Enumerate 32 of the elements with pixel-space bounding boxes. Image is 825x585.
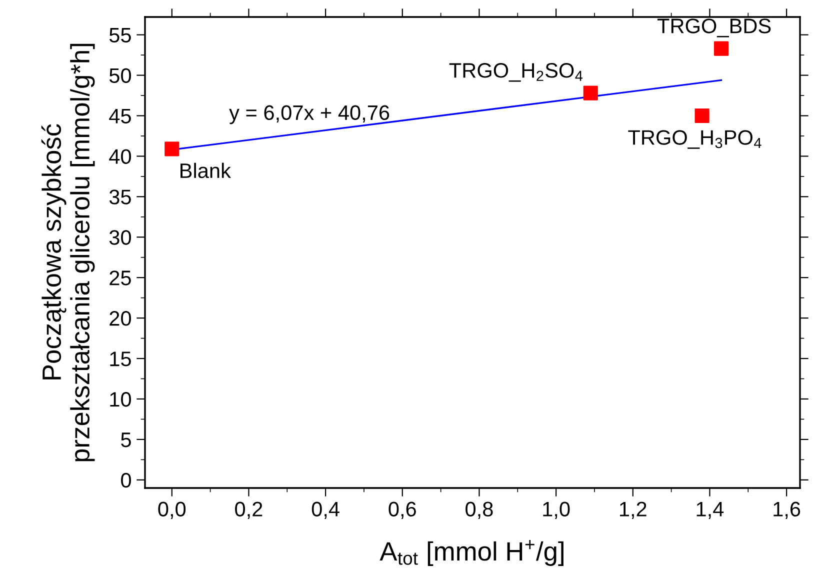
x-tick-label: 0,4: [312, 502, 340, 519]
y-axis-title: Początkowa szybkość przekształcania glicerolu [mmol/g*h]: [41, 44, 95, 462]
x-tick-label: 0,6: [388, 502, 416, 519]
x-tick-label: 0,8: [466, 502, 493, 519]
annotation: Blank: [180, 162, 231, 178]
y-tick-label: 30: [109, 230, 131, 245]
x-tick-label: 1,0: [543, 502, 570, 519]
annotation: TRGO_H$_{3}$PO$_{4}$: [628, 130, 762, 149]
y-tick-label: 50: [109, 68, 131, 84]
annotation: TRGO_H$_{2}$SO$_{4}$: [449, 63, 583, 82]
y-tick-label: 5: [121, 432, 131, 448]
y-tick-label: 55: [109, 28, 131, 43]
x-tick-label: 1,4: [696, 502, 724, 519]
annotation: TRGO_BDS: [657, 18, 771, 38]
y-tick-label: 10: [110, 392, 131, 407]
y-tick-label: 0: [121, 472, 131, 488]
y-tick-label: 45: [109, 108, 131, 124]
y-tick-label: 20: [110, 311, 131, 326]
x-tick-label: 0,0: [158, 502, 186, 519]
point: [694, 108, 710, 124]
x-tick-label: 1,6: [774, 502, 800, 519]
point: [164, 142, 180, 156]
point: [714, 41, 729, 56]
y-tick-label: 40: [109, 149, 131, 164]
x-tick-label: 0,2: [235, 502, 262, 519]
x-tick-label: 1,2: [620, 502, 646, 519]
y-tick-label: 25: [110, 270, 131, 286]
annotation: y = 6,07x + 40,76: [229, 105, 390, 124]
point: [583, 86, 598, 100]
y-tick-label: 35: [109, 190, 131, 204]
x-axis-title: A$_{tot}$ [mmol H$^{+}$/g]: [380, 540, 564, 566]
y-tick-label: 15: [110, 352, 131, 366]
